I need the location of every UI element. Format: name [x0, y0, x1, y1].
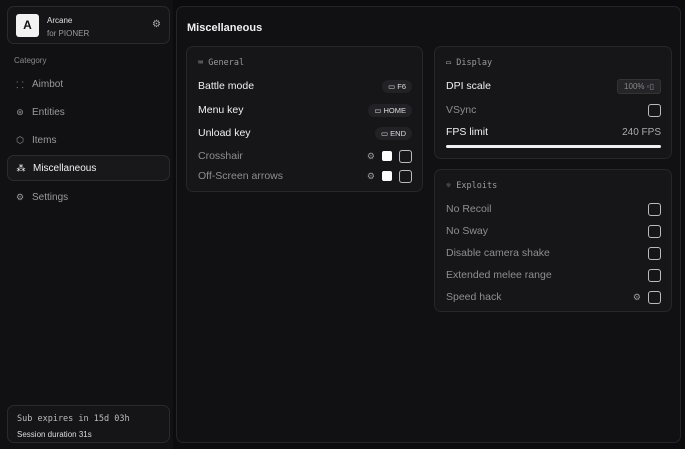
app-name: Arcane [47, 16, 73, 25]
gear-icon[interactable]: ⚙ [366, 170, 375, 181]
crosshair-icon: ⸬ [16, 79, 24, 90]
row-label: Battle mode [198, 80, 255, 92]
fps-value: 240 FPS [622, 126, 661, 138]
melee-range-checkbox[interactable] [648, 268, 661, 282]
general-card: ⌨ General Battle mode ▭ F6 Menu key ▭ HOME… [186, 46, 423, 192]
sidebar-item-label: Aimbot [32, 78, 64, 90]
no-recoil-checkbox[interactable] [648, 202, 661, 216]
app-logo: A [16, 14, 39, 37]
row-label: Unload key [198, 127, 251, 139]
fps-limit-slider[interactable] [446, 145, 661, 148]
exploits-card: ☼ Exploits No Recoil No Sway Disable cam… [434, 169, 672, 312]
row-label: DPI scale [446, 80, 491, 92]
entities-icon: ⊛ [16, 106, 24, 117]
row-label: Extended melee range [446, 269, 552, 281]
main-panel: Miscellaneous ⌨ General Battle mode ▭ F6 … [176, 6, 681, 443]
sidebar-item-label: Entities [32, 106, 65, 118]
display-card: ▭ Display DPI scale 100% ▫▯ VSync FPS lim… [434, 46, 672, 159]
page-title: Miscellaneous [187, 22, 263, 34]
sidebar-item-label: Miscellaneous [33, 162, 97, 174]
keybind-button[interactable]: ▭ END [374, 126, 412, 140]
session-info: Sub expires in 15d 03h Session duration … [7, 405, 170, 443]
subscription-expiry: Sub expires in 15d 03h [17, 414, 130, 424]
unload-key-row: Unload key ▭ END [198, 124, 412, 142]
no-sway-checkbox[interactable] [648, 224, 661, 238]
app-subtitle: for PIONER [47, 29, 90, 38]
color-swatch[interactable] [382, 151, 392, 161]
crosshair-row: Crosshair ⚙ [198, 147, 412, 165]
row-label: Menu key [198, 104, 244, 116]
no-recoil-row: No Recoil [446, 200, 661, 218]
row-label: Disable camera shake [446, 247, 550, 259]
dpi-row: DPI scale 100% ▫▯ [446, 77, 661, 95]
sidebar-item-settings[interactable]: ⚙ Settings [7, 184, 170, 210]
sidebar: A Arcane for PIONER ⚙ Category ⸬ Aimbot ⊛… [0, 0, 173, 449]
menu-key-row: Menu key ▭ HOME [198, 101, 412, 119]
row-label: No Recoil [446, 203, 492, 215]
fps-row: FPS limit 240 FPS [446, 123, 661, 141]
sidebar-item-label: Settings [32, 191, 69, 203]
general-header: ⌨ General [198, 58, 245, 68]
battle-mode-row: Battle mode ▭ F6 [198, 77, 412, 95]
vsync-checkbox[interactable] [648, 103, 661, 117]
no-sway-row: No Sway [446, 222, 661, 240]
display-header: ▭ Display [446, 58, 493, 68]
gear-icon[interactable]: ⚙ [366, 150, 375, 161]
sidebar-item-label: Items [32, 134, 57, 146]
session-duration: Session duration 31s [17, 430, 92, 439]
sidebar-item-miscellaneous[interactable]: ⁂ Miscellaneous [7, 155, 170, 181]
bug-icon: ☼ [446, 181, 457, 191]
offscreen-arrows-checkbox[interactable] [399, 169, 412, 183]
melee-range-row: Extended melee range [446, 266, 661, 284]
spinner-icon: ▫▯ [646, 81, 654, 91]
keyboard-icon: ⌨ [198, 58, 209, 68]
vsync-row: VSync [446, 101, 661, 119]
misc-icon: ⁂ [16, 162, 26, 173]
row-label: Crosshair [198, 150, 243, 162]
gear-icon[interactable]: ⚙ [632, 291, 641, 302]
gear-icon: ⚙ [15, 191, 25, 202]
monitor-icon: ▭ [446, 58, 457, 68]
speed-hack-row: Speed hack ⚙ [446, 288, 661, 306]
sidebar-item-aimbot[interactable]: ⸬ Aimbot [7, 71, 170, 97]
row-label: Speed hack [446, 291, 502, 303]
row-label: FPS limit [446, 126, 488, 138]
row-label: Off-Screen arrows [198, 170, 283, 182]
row-label: VSync [446, 104, 477, 116]
offscreen-arrows-row: Off-Screen arrows ⚙ [198, 167, 412, 185]
row-label: No Sway [446, 225, 489, 237]
sidebar-item-entities[interactable]: ⊛ Entities [7, 99, 170, 125]
camera-shake-row: Disable camera shake [446, 244, 661, 262]
speed-hack-checkbox[interactable] [648, 290, 661, 304]
dpi-scale-input[interactable]: 100% ▫▯ [617, 78, 661, 94]
sidebar-item-items[interactable]: ⬡ Items [7, 127, 170, 153]
exploits-header: ☼ Exploits [446, 181, 498, 191]
keybind-button[interactable]: ▭ F6 [382, 79, 412, 93]
settings-gear-icon[interactable]: ⚙ [152, 19, 161, 30]
crosshair-checkbox[interactable] [399, 149, 412, 163]
color-swatch[interactable] [382, 171, 392, 181]
cube-icon: ⬡ [16, 134, 24, 145]
brand-card: A Arcane for PIONER ⚙ [7, 6, 170, 44]
keybind-button[interactable]: ▭ HOME [368, 103, 412, 117]
camera-shake-checkbox[interactable] [648, 246, 661, 260]
category-label: Category [14, 56, 47, 65]
